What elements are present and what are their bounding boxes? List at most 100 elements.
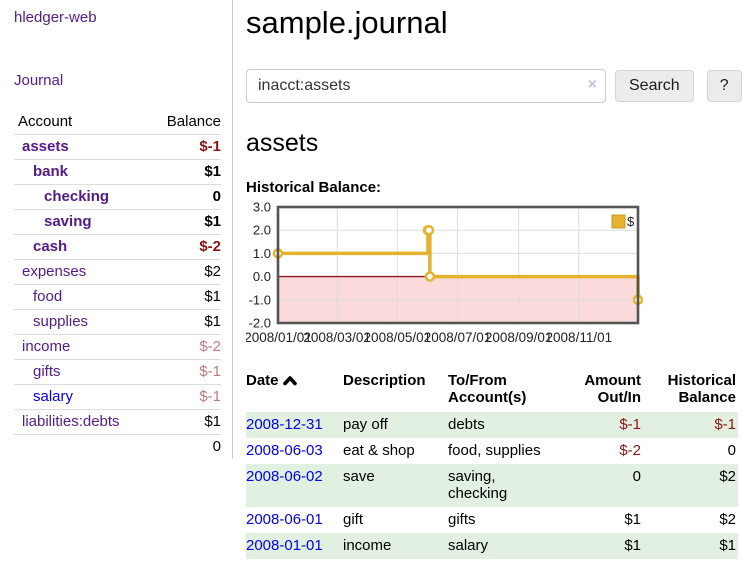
svg-text:-2.0: -2.0 (249, 315, 271, 330)
svg-text:3.0: 3.0 (253, 201, 271, 215)
account-link[interactable]: bank (33, 163, 69, 180)
register-table: Date Description To/From Account(s) Amou… (246, 368, 738, 559)
clear-search-icon[interactable]: × (587, 76, 597, 94)
main-content: sample.journal × Search ? assets Histori… (233, 0, 742, 559)
transaction-description: save (343, 467, 375, 485)
transaction-balance: $-1 (714, 415, 736, 433)
search-button[interactable]: Search (615, 70, 694, 103)
register-row: 2008-06-01 gift gifts $1 $2 (246, 507, 738, 533)
register-header-description: Description (343, 371, 426, 389)
svg-text:-1.0: -1.0 (249, 292, 271, 307)
app-layout: hledger-web Journal Account Balance asse… (0, 0, 742, 559)
transaction-date-link[interactable]: 2008-06-01 (246, 510, 323, 528)
account-link[interactable]: saving (44, 213, 92, 230)
transaction-amount: $-2 (619, 441, 641, 459)
register-header-amount: Amount Out/In (584, 371, 641, 406)
account-row: salary $-1 (14, 384, 221, 410)
account-balance: $-1 (150, 384, 221, 410)
accounts-table-body: assets $-1 bank $1 checking 0 saving $1 cash $-2 e… (14, 134, 221, 459)
account-row: expenses $2 (14, 259, 221, 285)
account-balance: $-2 (150, 234, 221, 260)
transaction-balance: 0 (727, 441, 736, 459)
brand-link[interactable]: hledger-web (14, 9, 97, 26)
transaction-accounts: gifts (448, 510, 476, 528)
transaction-date-link[interactable]: 2008-12-31 (246, 415, 323, 433)
transaction-date-link[interactable]: 2008-01-01 (246, 536, 323, 554)
account-title: assets (246, 129, 319, 158)
account-balance: $1 (150, 209, 221, 235)
svg-text:2008/11/01: 2008/11/01 (546, 330, 613, 345)
account-link[interactable]: supplies (33, 313, 89, 330)
account-row: food $1 (14, 284, 221, 310)
svg-text:0.0: 0.0 (253, 269, 271, 284)
chart-label: Historical Balance: (246, 178, 382, 196)
account-row: bank $1 (14, 159, 221, 185)
transaction-accounts: debts (448, 415, 485, 433)
accounts-total-value: 0 (150, 434, 221, 459)
svg-text:2008/07/01: 2008/07/01 (424, 330, 492, 345)
register-header-balance: Historical Balance (667, 371, 736, 406)
accounts-header-account: Account (18, 113, 73, 130)
svg-text:2.0: 2.0 (253, 222, 271, 237)
transaction-accounts: food, supplies (448, 441, 541, 459)
svg-text:2008/01/01: 2008/01/01 (246, 330, 312, 345)
transaction-balance: $2 (719, 510, 736, 528)
register-header-accounts: To/From Account(s) (448, 371, 527, 406)
register-header-date[interactable]: Date (246, 368, 343, 412)
sidebar-item-journal[interactable]: Journal (14, 72, 64, 89)
register-row: 2008-06-02 save saving, checking 0 $2 (246, 463, 738, 507)
svg-text:2008/03/01: 2008/03/01 (303, 330, 371, 345)
svg-text:1.0: 1.0 (253, 245, 271, 260)
transaction-description: eat & shop (343, 441, 415, 459)
search-input[interactable] (246, 69, 606, 104)
sort-ascending-icon (282, 373, 297, 390)
accounts-table: Account Balance assets $-1 bank $1 checking 0… (14, 110, 221, 459)
account-row: liabilities:debts $1 (14, 409, 221, 435)
account-row: cash $-2 (14, 234, 221, 260)
transaction-accounts: saving, checking (448, 467, 508, 502)
accounts-header-balance: Balance (166, 113, 221, 130)
transaction-balance: $1 (719, 536, 736, 554)
account-link[interactable]: salary (33, 388, 74, 405)
account-link[interactable]: assets (22, 138, 69, 155)
accounts-total-row: 0 (14, 434, 221, 459)
register-row: 2008-12-31 pay off debts $-1 $-1 (246, 411, 738, 438)
account-link[interactable]: liabilities:debts (22, 413, 120, 430)
transaction-amount: $1 (624, 536, 641, 554)
search-form: × Search ? (246, 69, 742, 104)
transaction-amount: $-1 (619, 415, 641, 433)
account-balance: $1 (150, 409, 221, 435)
transaction-description: pay off (343, 415, 388, 433)
page-title: sample.journal (246, 5, 448, 40)
svg-text:2008/09/01: 2008/09/01 (485, 330, 553, 345)
account-row: income $-2 (14, 334, 221, 360)
account-balance: $1 (150, 284, 221, 310)
transaction-date-link[interactable]: 2008-06-02 (246, 467, 323, 485)
transaction-date-link[interactable]: 2008-06-03 (246, 441, 323, 459)
transaction-balance: $2 (719, 467, 736, 485)
transaction-description: income (343, 536, 392, 554)
help-button[interactable]: ? (706, 70, 742, 103)
transaction-accounts: salary (448, 536, 489, 554)
transaction-description: gift (343, 510, 364, 528)
account-row: gifts $-1 (14, 359, 221, 385)
register-table-body: 2008-12-31 pay off debts $-1 $-1 2008-06-03 ea… (246, 411, 738, 559)
sidebar: hledger-web Journal Account Balance asse… (0, 0, 233, 459)
account-link[interactable]: cash (33, 238, 68, 255)
svg-text:2008/05/01: 2008/05/01 (364, 330, 432, 345)
account-link[interactable]: checking (44, 188, 110, 205)
account-row: assets $-1 (14, 134, 221, 160)
account-balance: $2 (150, 259, 221, 285)
account-balance: 0 (150, 184, 221, 210)
account-link[interactable]: income (22, 338, 71, 355)
account-link[interactable]: gifts (33, 363, 61, 380)
transaction-amount: 0 (632, 467, 641, 485)
account-link[interactable]: food (33, 288, 63, 305)
account-balance: $-1 (150, 359, 221, 385)
svg-text:$: $ (627, 214, 635, 229)
account-row: supplies $1 (14, 309, 221, 335)
account-link[interactable]: expenses (22, 263, 87, 280)
register-row: 2008-06-03 eat & shop food, supplies $-2 0 (246, 438, 738, 464)
account-balance: $1 (150, 309, 221, 335)
historical-balance-chart: $3.0 2.0 1.0 0.0 -1.0 -2.0 2008/01/01 2008/03/0… (244, 199, 742, 355)
